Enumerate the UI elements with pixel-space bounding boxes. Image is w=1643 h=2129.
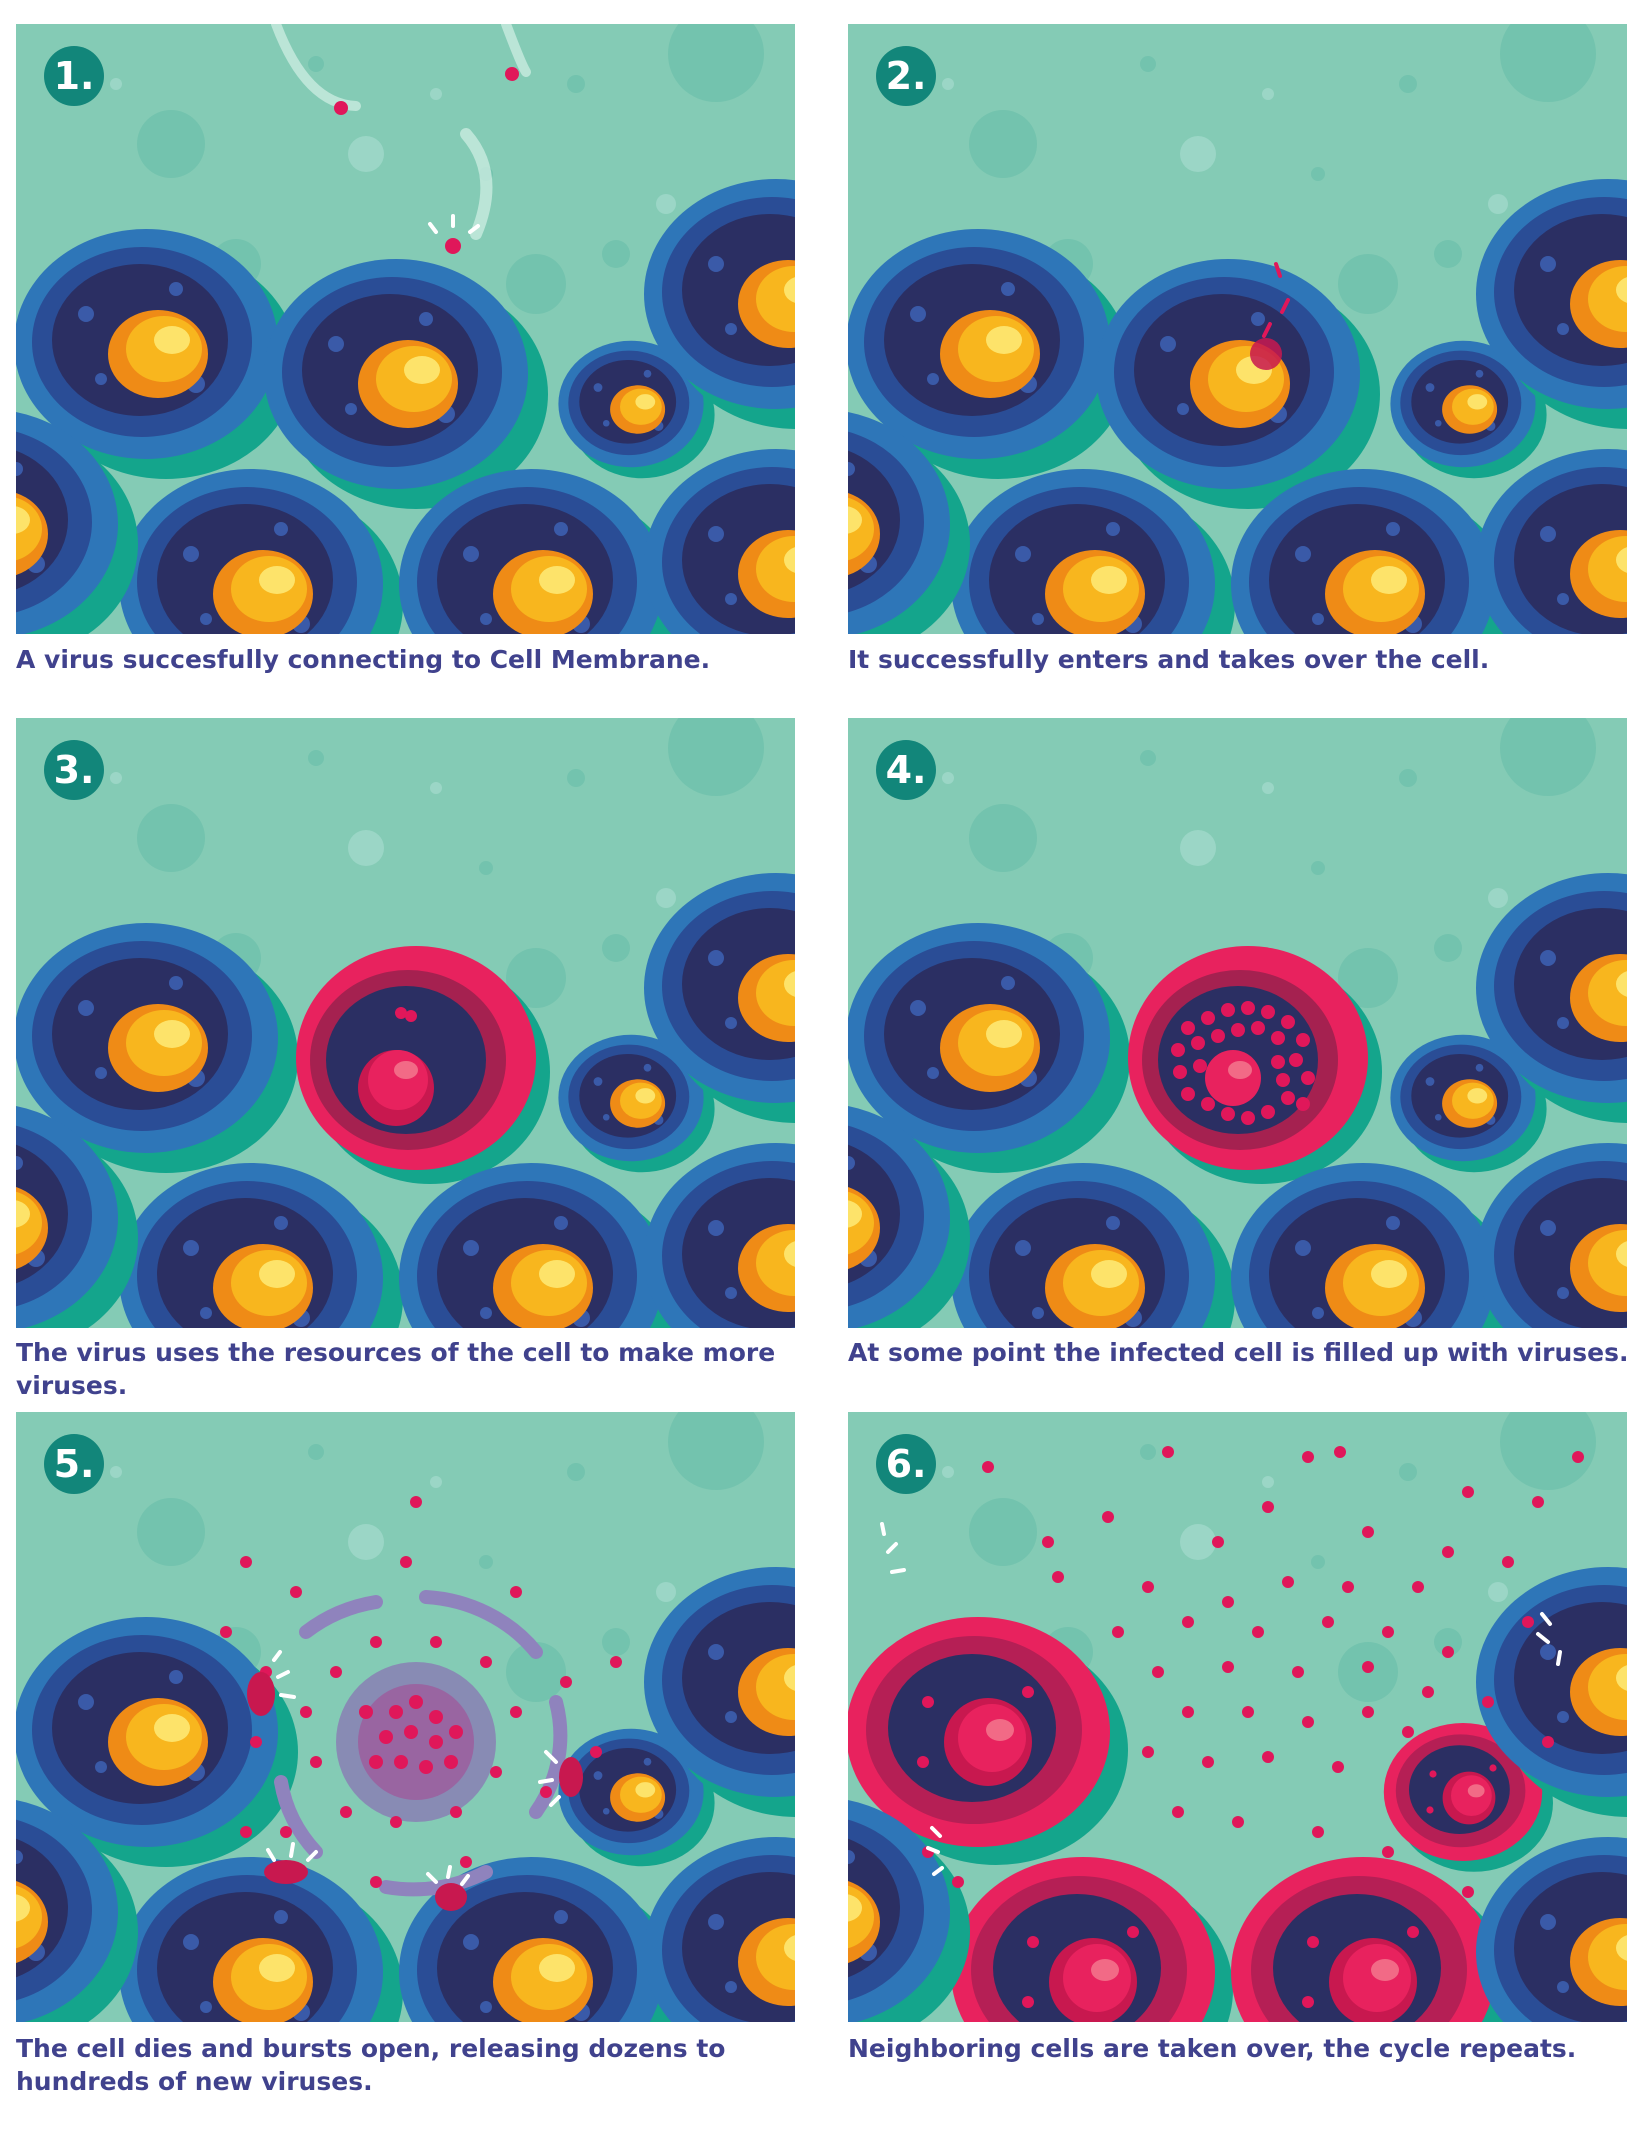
impact-spark-icon <box>266 1650 561 1886</box>
panel-4: 4. <box>848 718 1627 1328</box>
virus-entering-icon <box>1250 338 1282 370</box>
panel-4-illustration: 4. <box>848 718 1627 1328</box>
panel-5-illustration: 5. <box>16 1412 795 2022</box>
panel-5: 5. <box>16 1412 795 2022</box>
svg-text:5.: 5. <box>54 1442 95 1486</box>
panel-2: 2. <box>848 24 1627 634</box>
impact-spark-icon <box>428 214 480 234</box>
attached-virus-icon <box>247 1672 583 1911</box>
caption-1: A virus succesfully connecting to Cell M… <box>16 645 711 674</box>
svg-text:4.: 4. <box>886 748 927 792</box>
panel-3-illustration: 3. <box>16 718 795 1328</box>
caption-3: The virus uses the resources of the cell… <box>16 1338 776 1400</box>
impact-spark-icon <box>880 1522 1562 1876</box>
burst-cell-icon <box>220 1496 622 1897</box>
step-badge: 2. <box>876 46 936 106</box>
virus-path-icon <box>1262 262 1290 338</box>
virus-icon <box>505 67 519 81</box>
caption-2: It successfully enters and takes over th… <box>848 645 1490 674</box>
virus-icon <box>334 101 348 115</box>
step-badge: 5. <box>44 1434 104 1494</box>
step-badge: 4. <box>876 740 936 800</box>
panel-1-illustration: 1. <box>16 24 795 634</box>
virus-icon <box>445 238 461 254</box>
caption-6: Neighboring cells are taken over, the cy… <box>848 2034 1577 2063</box>
svg-text:1.: 1. <box>54 54 95 98</box>
infected-cell-icon <box>1231 1857 1513 2022</box>
infected-cell-icon <box>951 1857 1233 2022</box>
panel-3: 3. <box>16 718 795 1328</box>
step-badge: 1. <box>44 46 104 106</box>
caption-5: The cell dies and bursts open, releasing… <box>16 2034 726 2096</box>
free-virus-icon <box>922 1446 1584 1898</box>
panel-6-illustration: 6. <box>848 1412 1627 2022</box>
svg-text:2.: 2. <box>886 54 927 98</box>
panel-1: 1. <box>16 24 795 634</box>
caption-4: At some point the infected cell is fille… <box>848 1338 1629 1367</box>
panel-6: 6. <box>848 1412 1627 2022</box>
panel-2-illustration: 2. <box>848 24 1627 634</box>
step-badge: 6. <box>876 1434 936 1494</box>
svg-text:3.: 3. <box>54 748 95 792</box>
svg-text:6.: 6. <box>886 1442 927 1486</box>
step-badge: 3. <box>44 740 104 800</box>
